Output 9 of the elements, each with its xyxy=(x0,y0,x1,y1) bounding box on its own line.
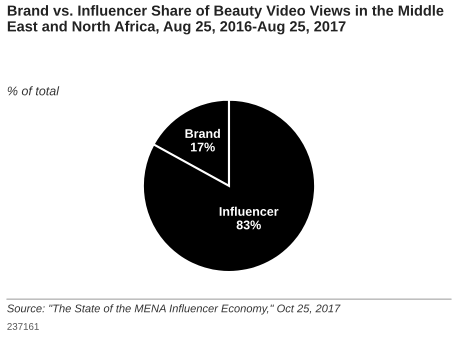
text: % of total xyxy=(8,86,60,96)
slice-label: Influencer xyxy=(220,206,278,216)
source-note: Source: "The State of the MENA Influencer Economy," Oct 25, 2017 xyxy=(7,304,341,315)
text: 237161 xyxy=(7,323,39,330)
data-label: 83% xyxy=(236,220,261,230)
data-label: 17% xyxy=(190,142,215,152)
chart-title: Brand vs. Influencer Share of Beauty Video Views in the Middle East and North Africa, Aug 25, 2016-Aug 25, 2017 xyxy=(8,5,444,34)
slice-label: Brand xyxy=(185,128,220,138)
pie-slice xyxy=(142,98,316,274)
